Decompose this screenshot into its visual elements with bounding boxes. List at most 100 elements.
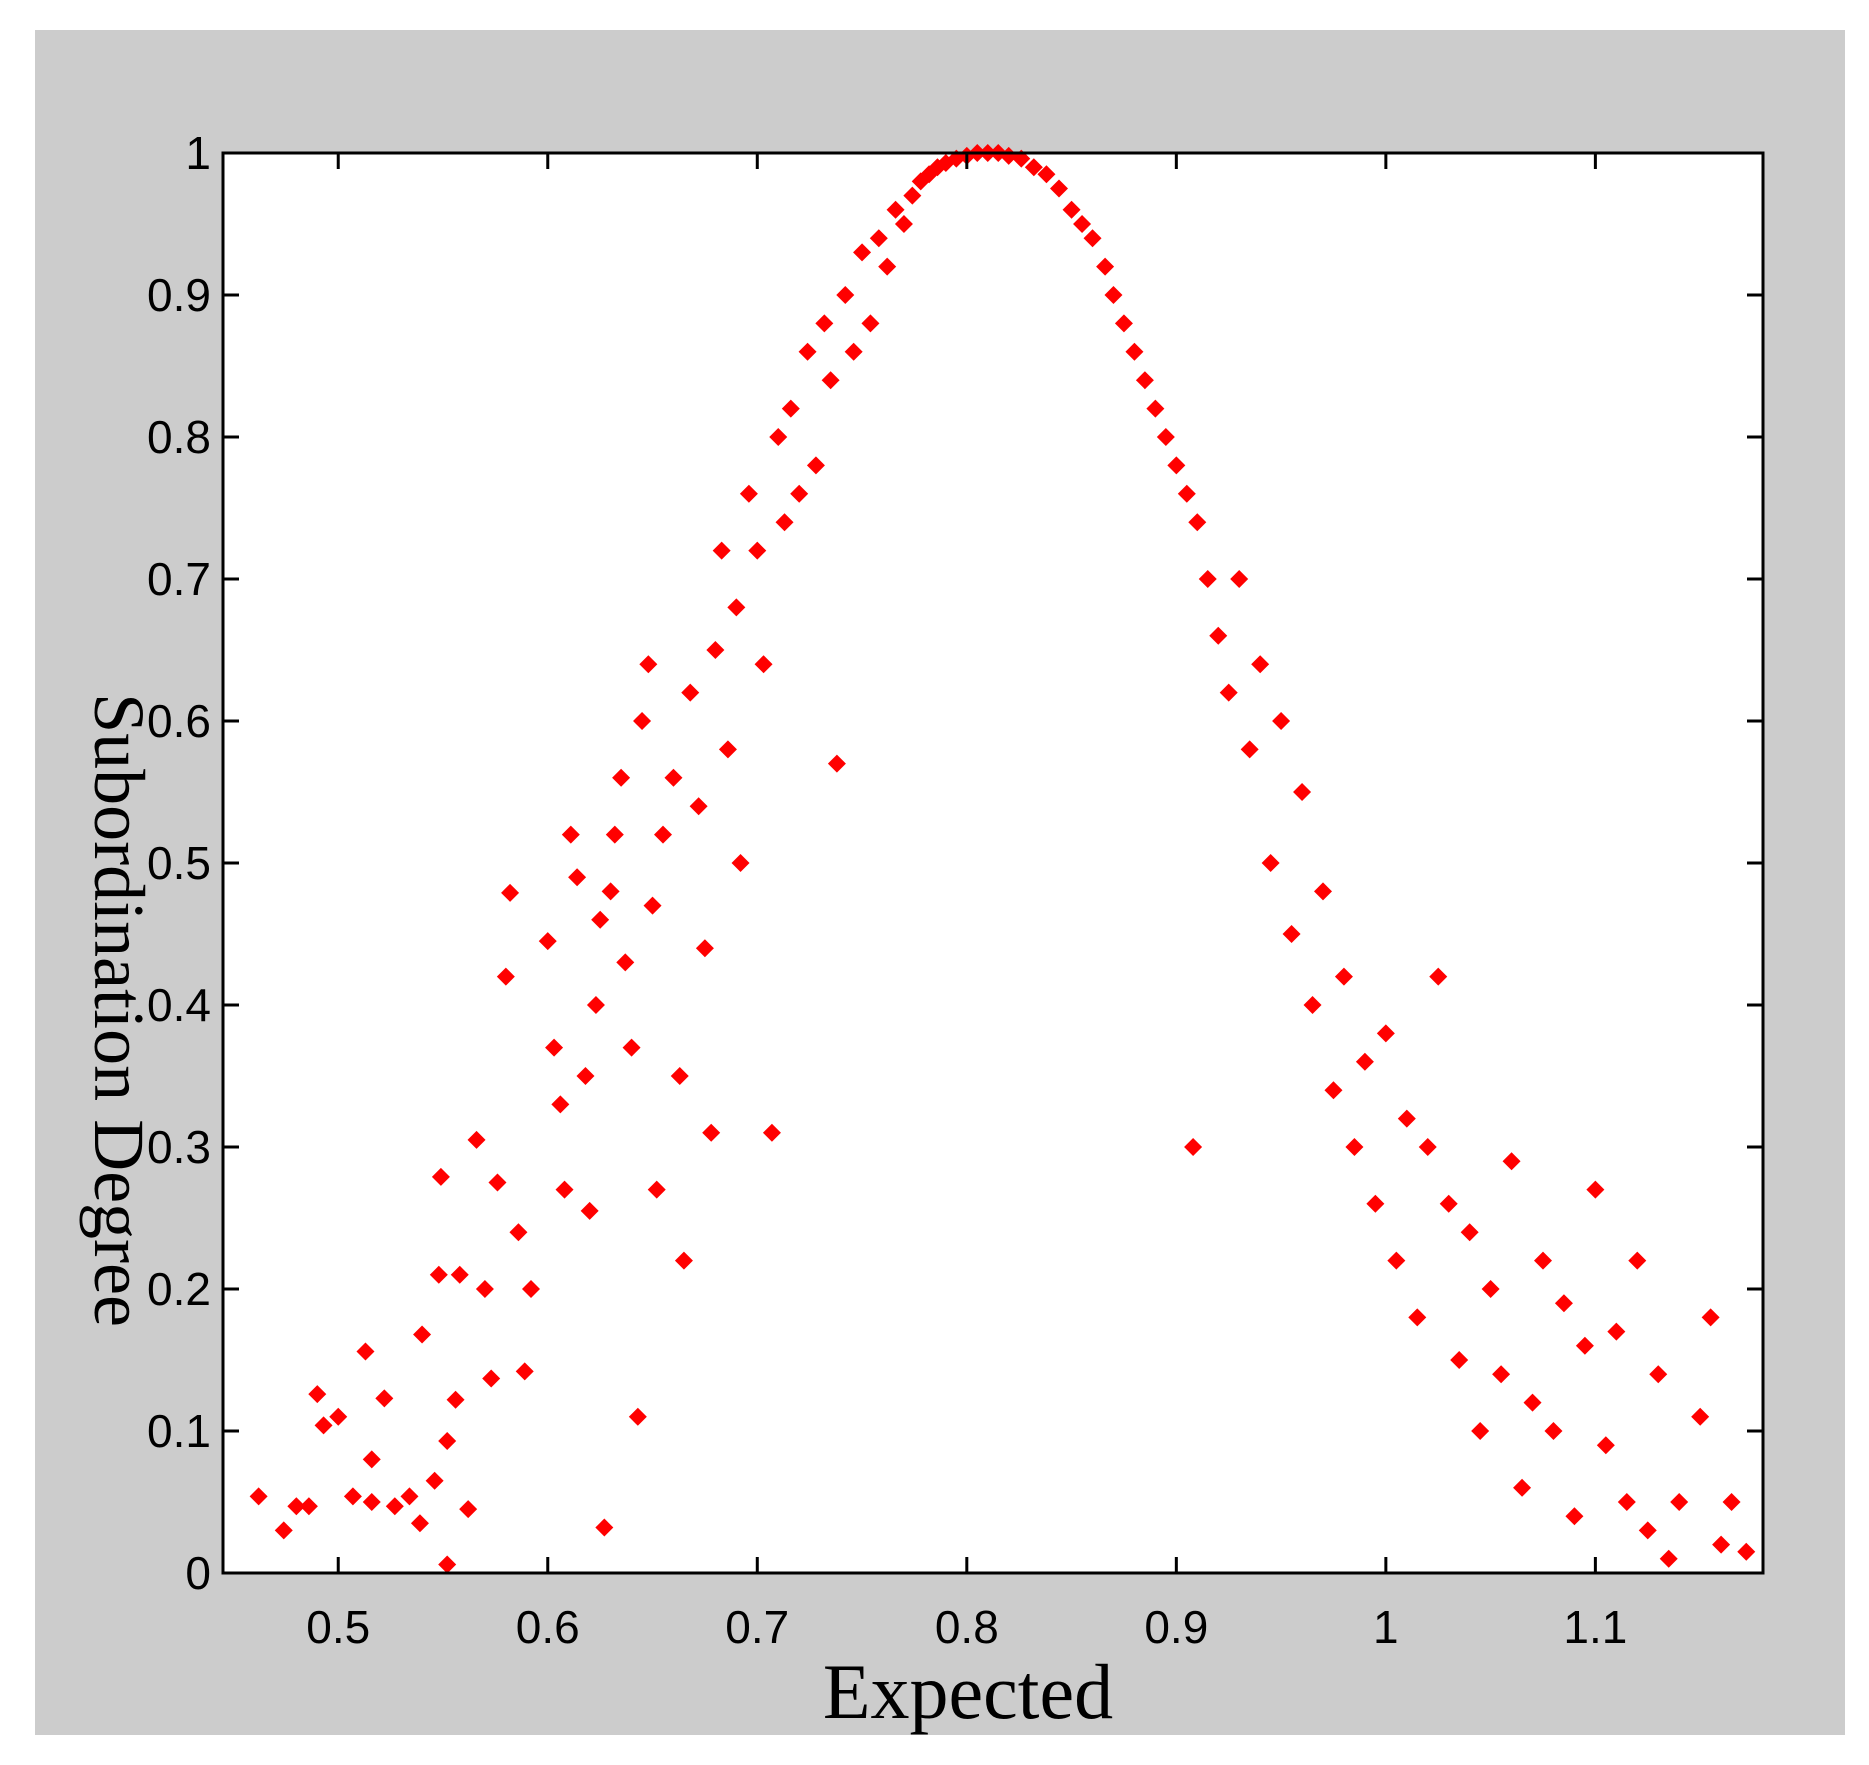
data-point (1450, 1351, 1469, 1369)
data-point (1324, 1081, 1343, 1100)
data-point (1177, 484, 1196, 503)
data-point (790, 484, 809, 503)
data-point (488, 1173, 507, 1192)
data-point (999, 146, 1018, 165)
data-point (1104, 286, 1123, 304)
data-point (299, 1497, 318, 1516)
data-point (1188, 513, 1207, 532)
data-point (861, 314, 880, 333)
data-point (287, 1497, 306, 1516)
x-tick-label: 1 (1373, 1601, 1399, 1653)
data-point (1209, 626, 1228, 645)
data-point (689, 797, 708, 816)
data-point (605, 825, 624, 844)
data-point (1125, 342, 1144, 361)
data-point (1408, 1308, 1427, 1327)
y-tick-label: 0.8 (147, 411, 211, 463)
plot-area (223, 153, 1763, 1573)
data-point (616, 953, 635, 972)
data-point (1293, 783, 1312, 801)
data-point (459, 1500, 478, 1519)
data-point (836, 286, 855, 304)
data-point (1073, 215, 1092, 233)
data-point (1460, 1223, 1479, 1242)
data-point (1534, 1251, 1552, 1270)
data-point (274, 1521, 293, 1540)
data-point (1303, 996, 1322, 1014)
data-point (1565, 1507, 1584, 1526)
data-point (1712, 1535, 1731, 1554)
data-point (1502, 1152, 1521, 1171)
data-point (1628, 1251, 1647, 1270)
data-point (769, 428, 788, 446)
data-point (1701, 1308, 1720, 1327)
data-point (1037, 165, 1056, 184)
data-point (329, 1407, 348, 1426)
data-point (1397, 1109, 1416, 1128)
x-tick-label: 0.8 (935, 1601, 999, 1653)
data-point (702, 1123, 721, 1142)
data-point (628, 1407, 647, 1426)
data-point (482, 1369, 501, 1388)
data-point (1334, 967, 1353, 986)
y-tick-label: 1 (185, 127, 211, 179)
data-point (903, 186, 922, 205)
data-point (622, 1038, 641, 1057)
data-point (754, 655, 773, 674)
data-point (1471, 1422, 1490, 1440)
data-point (429, 1265, 448, 1284)
data-point (413, 1325, 432, 1344)
data-point (706, 641, 725, 659)
data-point (1617, 1493, 1636, 1511)
y-tick-label: 0.4 (147, 979, 211, 1031)
data-point (1062, 200, 1081, 219)
data-point (1146, 399, 1165, 418)
data-point (1670, 1493, 1689, 1511)
data-point (1366, 1194, 1385, 1213)
data-point (362, 1493, 381, 1511)
x-tick-label: 0.7 (725, 1601, 789, 1653)
data-point (522, 1280, 540, 1298)
data-point (1050, 179, 1068, 198)
data-point (1722, 1493, 1741, 1511)
data-point (1272, 712, 1291, 730)
data-point (878, 257, 897, 276)
data-point (446, 1390, 465, 1409)
data-point (1737, 1542, 1756, 1561)
y-tick-label: 0.6 (147, 695, 211, 747)
data-point (643, 896, 662, 915)
data-point (1429, 967, 1448, 986)
data-point (375, 1389, 394, 1408)
data-point (580, 1201, 599, 1220)
data-point (1355, 1052, 1374, 1071)
data-point (821, 371, 840, 390)
data-point (475, 1280, 494, 1298)
data-point (781, 399, 800, 418)
data-point (886, 200, 905, 219)
data-point (1096, 257, 1115, 276)
data-point (674, 1251, 693, 1270)
data-point (1586, 1180, 1605, 1199)
data-point (869, 229, 888, 248)
data-point (1282, 925, 1301, 943)
data-point (1314, 882, 1332, 901)
data-point (1114, 314, 1133, 333)
data-point (853, 243, 872, 262)
data-point (1083, 229, 1102, 248)
data-point (538, 932, 557, 951)
y-axis-label: Subordination Degree (79, 693, 159, 1327)
x-tick-label: 0.5 (306, 1601, 370, 1653)
data-point (1387, 1251, 1406, 1270)
data-point (1649, 1365, 1668, 1384)
data-point (647, 1180, 666, 1199)
y-tick-label: 0.9 (147, 269, 211, 321)
data-point (555, 1180, 574, 1199)
data-point (894, 215, 913, 233)
data-point (1691, 1407, 1710, 1426)
data-point (727, 598, 746, 617)
data-point (1024, 158, 1043, 177)
data-point (664, 768, 683, 787)
data-point (748, 541, 767, 560)
data-point (1523, 1393, 1542, 1412)
data-point (1418, 1138, 1437, 1156)
